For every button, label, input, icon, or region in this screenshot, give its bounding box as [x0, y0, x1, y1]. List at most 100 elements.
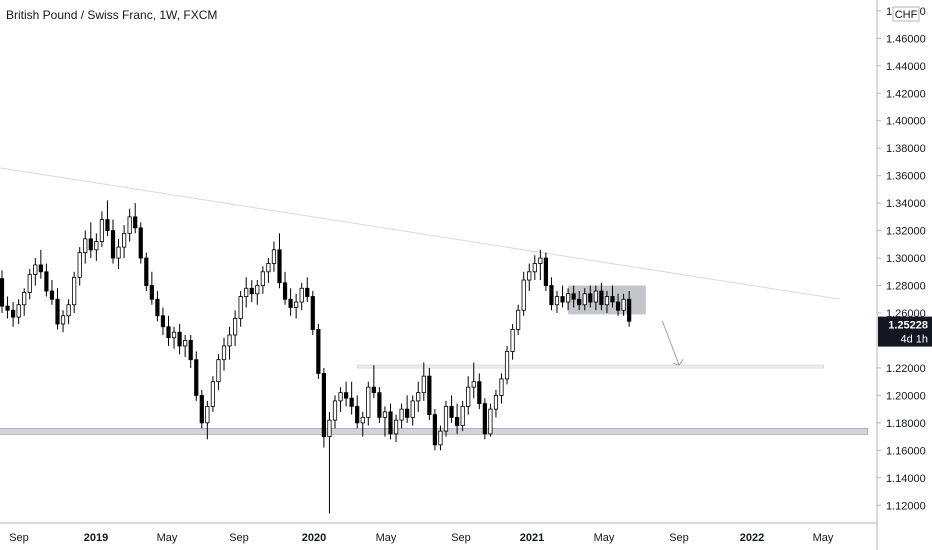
candle	[310, 291, 315, 335]
candle-body-down	[560, 296, 565, 303]
bar-countdown: 4d 1h	[900, 334, 928, 346]
candle-body-up	[582, 293, 587, 306]
candle-body-down	[188, 340, 193, 361]
candle	[627, 291, 632, 327]
candle-body-up	[438, 430, 443, 446]
candle-body-up	[33, 264, 38, 275]
candle-body-up	[127, 216, 132, 234]
candle-body-down	[5, 305, 10, 311]
candle	[238, 291, 243, 327]
candle	[77, 247, 82, 286]
y-tick-label: 1.14000	[886, 473, 926, 485]
candle	[5, 296, 10, 319]
candle-body-down	[282, 282, 288, 300]
candle	[199, 389, 204, 429]
candle-body-up	[516, 309, 521, 330]
candle	[277, 233, 282, 289]
x-tick-label: 2020	[302, 532, 326, 544]
candle-body-down	[449, 405, 454, 418]
candle-body-down	[288, 298, 293, 308]
candle	[271, 241, 277, 272]
candle-body-down	[160, 315, 166, 328]
y-tick-label: 1.32000	[886, 226, 926, 238]
candle-body-down	[371, 386, 376, 394]
candle	[543, 252, 549, 292]
candle-body-up	[99, 219, 104, 242]
candle-body-up	[94, 241, 99, 251]
candle-body-up	[382, 411, 388, 418]
candle	[105, 200, 110, 237]
candle-body-down	[343, 392, 349, 399]
candle-body-up	[471, 381, 476, 388]
candle	[288, 288, 293, 316]
candle	[493, 389, 499, 418]
candle	[27, 269, 32, 300]
candle	[94, 233, 99, 261]
candle	[177, 323, 182, 355]
candle-body-down	[355, 405, 360, 424]
currency-label-box	[892, 6, 920, 22]
candle-body-up	[266, 263, 271, 273]
candle	[449, 395, 454, 423]
candle-body-up	[327, 419, 332, 437]
candle	[332, 395, 338, 429]
candle-body-down	[377, 392, 382, 418]
candle	[266, 258, 271, 283]
candle	[566, 288, 571, 311]
x-tick-label: 2022	[740, 532, 764, 544]
candle	[149, 271, 154, 305]
candle	[155, 291, 160, 322]
candle	[360, 411, 365, 437]
candle	[582, 288, 587, 311]
y-tick-label: 1.46000	[886, 33, 926, 45]
y-tick-label: 1.44000	[886, 61, 926, 73]
candle-body-down	[316, 329, 321, 374]
candle-body-up	[338, 392, 343, 402]
candle	[466, 376, 471, 415]
candle-body-down	[177, 331, 182, 347]
candle	[122, 225, 127, 259]
candle	[321, 367, 327, 448]
candle	[427, 367, 432, 421]
candle-body-up	[221, 345, 227, 361]
candle-body-up	[593, 290, 598, 303]
candle	[244, 277, 249, 308]
candle	[221, 337, 227, 371]
candle	[72, 271, 77, 313]
candle-body-up	[566, 293, 571, 303]
candle	[294, 293, 299, 319]
candle	[610, 285, 615, 308]
x-tick-label: 2021	[520, 532, 544, 544]
candle	[343, 381, 349, 407]
candle-body-down	[349, 397, 354, 407]
candle	[549, 277, 554, 311]
y-tick-label: 1.28000	[886, 281, 926, 293]
candle-body-up	[255, 285, 260, 295]
candle	[171, 326, 177, 349]
plot-area[interactable]	[0, 165, 869, 514]
x-tick-label: Sep	[669, 532, 689, 544]
x-tick-label: May	[157, 532, 178, 544]
candle-body-down	[571, 293, 576, 300]
candle-body-up	[66, 304, 71, 317]
candle-body-down	[305, 287, 310, 297]
candle-body-up	[299, 287, 304, 303]
candle	[355, 395, 360, 429]
x-tick-label: May	[594, 532, 615, 544]
candle	[510, 323, 515, 360]
last-price-tag-box	[878, 316, 932, 347]
candle	[127, 208, 132, 242]
chart-title: British Pound / Swiss Franc, 1W, FXCM	[6, 8, 217, 22]
x-tick-label: May	[376, 532, 397, 544]
candle-body-up	[216, 359, 221, 383]
last-price-tag: 1.25228 4d 1h	[878, 316, 932, 347]
currency-label-text: CHF	[895, 9, 918, 21]
candle-body-up	[532, 263, 537, 273]
candle	[577, 291, 582, 311]
candle	[255, 280, 260, 305]
candle-body-up	[538, 257, 543, 264]
candle	[144, 252, 149, 292]
candle	[393, 414, 399, 443]
candle-body-down	[49, 290, 55, 300]
